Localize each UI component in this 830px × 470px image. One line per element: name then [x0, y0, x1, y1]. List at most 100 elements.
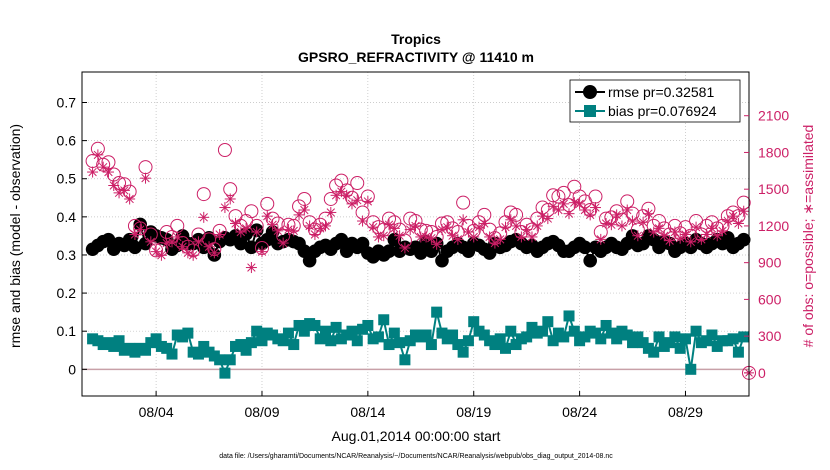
- bias-point: [462, 335, 474, 347]
- x-axis: 08/04 08/09 08/14 08/19 08/24 08/29: [139, 391, 703, 420]
- obs-assimilated-point: [552, 204, 564, 216]
- y-tick-label: 0.3: [57, 247, 77, 263]
- bias-point: [605, 327, 617, 339]
- obs-assimilated-point: [87, 166, 99, 178]
- obs-assimilated-stroke: [485, 232, 494, 242]
- obs-assimilated-stroke: [585, 210, 595, 220]
- bias-point: [150, 333, 162, 345]
- obs-assimilated-point: [531, 220, 543, 232]
- y-tick-label: 0.1: [57, 323, 77, 339]
- obs-assimilated-stroke: [686, 237, 695, 247]
- obs-assimilated-point: [92, 149, 104, 161]
- y2-tick-label: 900: [758, 255, 782, 271]
- legend: rmse pr=0.32581 bias pr=0.076924: [569, 79, 741, 123]
- obs-assimilated-stroke: [628, 216, 637, 226]
- bias-point: [664, 337, 676, 349]
- obs-assimilated-stroke: [188, 251, 198, 260]
- obs-assimilated-stroke: [522, 225, 531, 234]
- obs-assimilated-point: [219, 202, 231, 214]
- bias-point: [510, 339, 522, 351]
- obs-assimilated-point: [669, 226, 681, 238]
- bias-point: [362, 319, 374, 331]
- obs-assimilated-stroke: [257, 247, 267, 256]
- obs-assimilated-stroke: [517, 232, 526, 242]
- obs-assimilated-stroke: [501, 222, 510, 232]
- obs-assimilated-stroke: [707, 224, 717, 233]
- obs-assimilated-stroke: [654, 224, 664, 233]
- obs-assimilated-stroke: [670, 227, 680, 237]
- bias-point: [277, 335, 289, 347]
- obs-assimilated-point: [325, 206, 337, 218]
- obs-assimilated-stroke: [390, 224, 399, 233]
- obs-assimilated-point: [685, 236, 697, 248]
- obs-assimilated-point: [298, 204, 310, 216]
- obs-assimilated-point: [192, 236, 204, 248]
- obs-assimilated-stroke: [623, 205, 632, 215]
- obs-assimilated-point: [177, 241, 189, 253]
- obs-assimilated-point: [240, 222, 252, 234]
- obs-possible-point: [138, 160, 153, 175]
- obs-assimilated-stroke: [337, 187, 346, 196]
- obs-assimilated-point: [510, 220, 522, 232]
- obs-possible-point: [551, 189, 566, 204]
- obs-assimilated-stroke: [480, 219, 489, 228]
- obs-assimilated-point: [738, 205, 750, 217]
- obs-assimilated-stroke: [506, 215, 515, 224]
- obs-assimilated-point: [637, 216, 649, 228]
- bias-point: [690, 325, 702, 337]
- obs-possible-point: [297, 191, 312, 206]
- bias-point: [589, 327, 601, 339]
- bias-point: [224, 354, 236, 366]
- obs-assimilated-stroke: [432, 240, 441, 249]
- rmse-point: [736, 232, 751, 247]
- obs-assimilated-point: [320, 220, 332, 232]
- y-tick-label: 0.5: [57, 171, 77, 187]
- obs-assimilated-stroke: [173, 232, 182, 242]
- obs-assimilated-stroke: [157, 251, 166, 260]
- obs-assimilated-point: [124, 193, 136, 205]
- obs-assimilated-point: [230, 217, 242, 229]
- bias-point: [611, 333, 623, 345]
- obs-assimilated-stroke: [125, 194, 134, 204]
- obs-assimilated-point: [251, 226, 263, 238]
- rmse-point: [244, 240, 259, 255]
- rmse-point: [382, 244, 396, 258]
- obs-assimilated-point: [701, 228, 713, 240]
- obs-assimilated-stroke: [305, 221, 314, 231]
- obs-assimilated-stroke: [136, 225, 145, 234]
- obs-assimilated-stroke: [268, 220, 277, 229]
- y-tick-label: 0: [68, 361, 76, 377]
- obs-assimilated-stroke: [511, 221, 521, 231]
- bias-point: [140, 344, 152, 356]
- obs-assimilated-point: [261, 210, 273, 222]
- bias-point: [727, 333, 739, 345]
- obs-assimilated-point: [616, 220, 628, 232]
- obs-assimilated-point: [706, 222, 718, 234]
- obs-assimilated-stroke: [533, 221, 542, 231]
- bias-point: [394, 337, 406, 349]
- obs-assimilated-stroke: [326, 208, 336, 217]
- bias-point: [404, 335, 416, 347]
- bias-point: [600, 319, 612, 331]
- bias-point: [346, 325, 358, 337]
- bias-point: [235, 339, 247, 351]
- legend-bias-marker: [584, 105, 596, 117]
- obs-assimilated-point: [203, 241, 215, 253]
- obs-assimilated-point: [605, 219, 617, 231]
- obs-assimilated-stroke: [146, 237, 156, 247]
- obs-assimilated-point: [431, 238, 443, 250]
- obs-assimilated-point: [642, 208, 654, 220]
- bias-point: [637, 337, 649, 349]
- obs-assimilated-point: [521, 224, 533, 236]
- bias-point: [388, 327, 400, 339]
- obs-assimilated-stroke: [538, 211, 547, 221]
- obs-assimilated-point: [388, 222, 400, 234]
- obs-assimilated-point: [499, 221, 511, 233]
- obs-assimilated-point: [732, 217, 744, 229]
- bias-point: [595, 333, 607, 345]
- legend-bias-label: bias pr=0.076924: [608, 103, 717, 119]
- bias-point: [399, 354, 411, 366]
- bias-point: [378, 314, 390, 326]
- obs-assimilated-stroke: [88, 167, 97, 177]
- y2-tick-label: 0: [758, 365, 766, 381]
